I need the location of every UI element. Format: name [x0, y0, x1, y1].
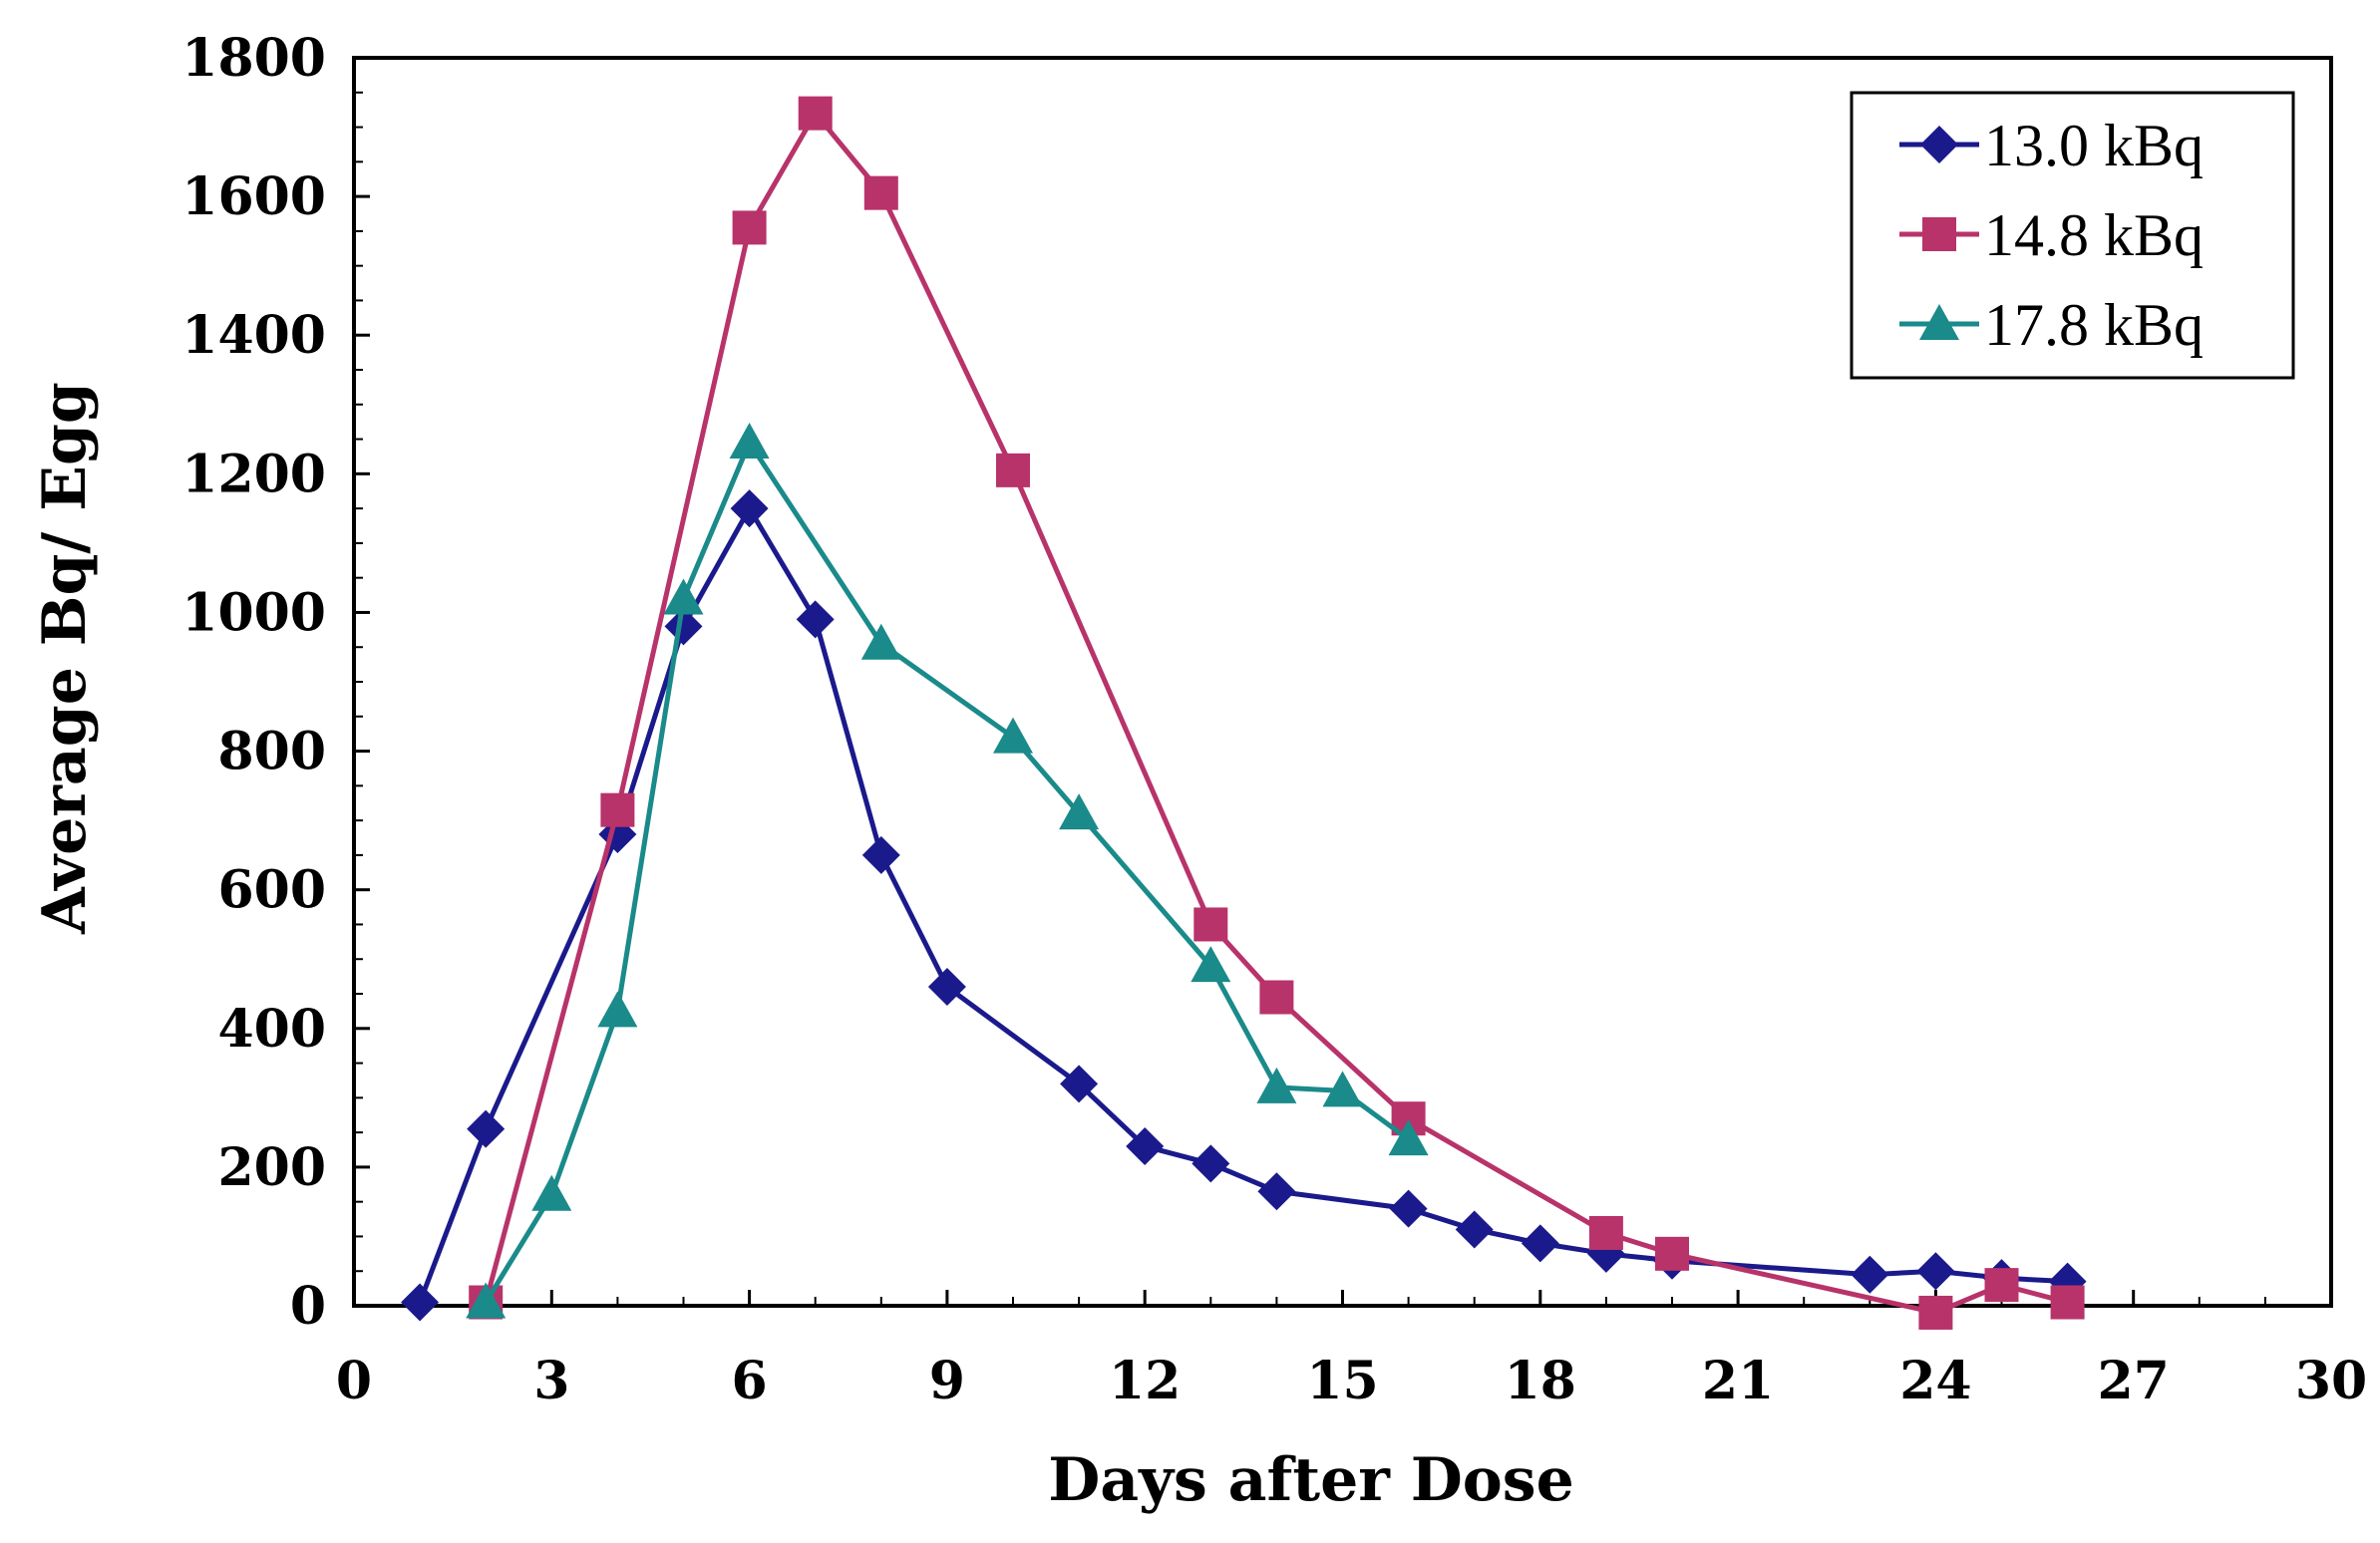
data-point	[1190, 946, 1231, 983]
data-point	[466, 1282, 507, 1319]
legend-entry: 17.8 kBq	[1899, 292, 2204, 358]
legend-entry: 13.0 kBq	[1899, 113, 2204, 178]
legend-label: 17.8 kBq	[1984, 292, 2204, 358]
x-tick-label: 21	[1702, 1351, 1774, 1411]
data-point	[467, 1109, 506, 1148]
data-point	[597, 991, 638, 1028]
data-point	[798, 96, 833, 131]
data-point	[1389, 1189, 1428, 1228]
legend-label: 13.0 kBq	[1984, 113, 2204, 178]
data-point	[401, 1283, 440, 1322]
data-point	[1388, 1119, 1429, 1156]
y-tick-label: 1800	[181, 28, 326, 89]
y-axis-title: Average Bq/ Egg	[30, 382, 100, 935]
data-point	[1059, 793, 1100, 830]
data-point	[1984, 1268, 2019, 1303]
data-point	[1455, 1210, 1494, 1249]
y-axis: 0 200 400 600 800 1000 1200 1400 1600 1800	[181, 28, 370, 1337]
data-point	[600, 792, 635, 827]
data-point	[1918, 1295, 1953, 1330]
legend-label: 14.8 kBq	[1984, 202, 2204, 268]
data-point	[1655, 1236, 1689, 1271]
data-point	[531, 1174, 572, 1211]
x-tick-label: 15	[1306, 1351, 1378, 1411]
data-point	[927, 968, 966, 1007]
series-2	[469, 96, 2085, 1330]
data-point	[1257, 1172, 1296, 1211]
data-point	[1126, 1127, 1165, 1166]
y-tick-label: 0	[290, 1276, 326, 1337]
x-tick-label: 12	[1109, 1351, 1181, 1411]
x-tick-label: 0	[336, 1351, 372, 1411]
x-tick-label: 18	[1505, 1351, 1576, 1411]
x-tick-label: 24	[1899, 1351, 1971, 1411]
legend-marker	[1919, 304, 1959, 340]
series-3	[466, 423, 1429, 1319]
data-point	[729, 423, 770, 460]
data-point	[730, 489, 769, 528]
data-point	[2050, 1285, 2085, 1320]
y-tick-label: 800	[217, 722, 326, 782]
legend: 13.0 kBq 14.8 kBq 17.8 kBq	[1850, 91, 2295, 380]
data-point	[863, 175, 898, 210]
y-tick-label: 1200	[181, 444, 326, 504]
data-point	[996, 453, 1030, 487]
data-point	[663, 578, 704, 615]
x-tick-label: 6	[732, 1351, 768, 1411]
y-tick-label: 400	[217, 999, 326, 1060]
series-layer	[401, 96, 2087, 1330]
data-point	[1259, 980, 1294, 1015]
y-tick-label: 1400	[181, 305, 326, 366]
data-point	[1851, 1255, 1889, 1294]
data-point	[1322, 1071, 1363, 1107]
y-tick-label: 1600	[181, 166, 326, 227]
legend-entry: 14.8 kBq	[1899, 202, 2204, 268]
x-tick-label: 27	[2098, 1351, 2170, 1411]
series-line	[484, 440, 1411, 1304]
data-point	[1256, 1067, 1297, 1103]
x-axis: 0 3 6 9 12 15 18 21 24 27 30	[336, 1290, 2367, 1411]
data-point	[796, 600, 835, 639]
legend-marker	[1922, 217, 1956, 251]
x-axis-title: Days after Dose	[1048, 1445, 1574, 1515]
series-1	[401, 489, 2087, 1322]
data-point	[1191, 1144, 1230, 1183]
y-tick-label: 600	[217, 860, 326, 921]
x-tick-label: 30	[2295, 1351, 2367, 1411]
data-point	[860, 623, 901, 660]
data-point	[1916, 1252, 1955, 1291]
legend-marker	[1920, 126, 1958, 163]
data-point	[1521, 1224, 1559, 1263]
data-point	[732, 210, 767, 245]
data-point	[993, 717, 1033, 754]
data-point	[861, 835, 900, 874]
y-tick-label: 200	[217, 1137, 326, 1198]
data-point	[1193, 907, 1228, 942]
x-tick-label: 9	[929, 1351, 965, 1411]
series-line	[483, 111, 2069, 1316]
data-point	[664, 607, 703, 646]
y-tick-label: 1000	[181, 582, 326, 643]
x-tick-label: 3	[533, 1351, 569, 1411]
data-point	[1588, 1215, 1623, 1250]
data-point	[1060, 1065, 1099, 1103]
